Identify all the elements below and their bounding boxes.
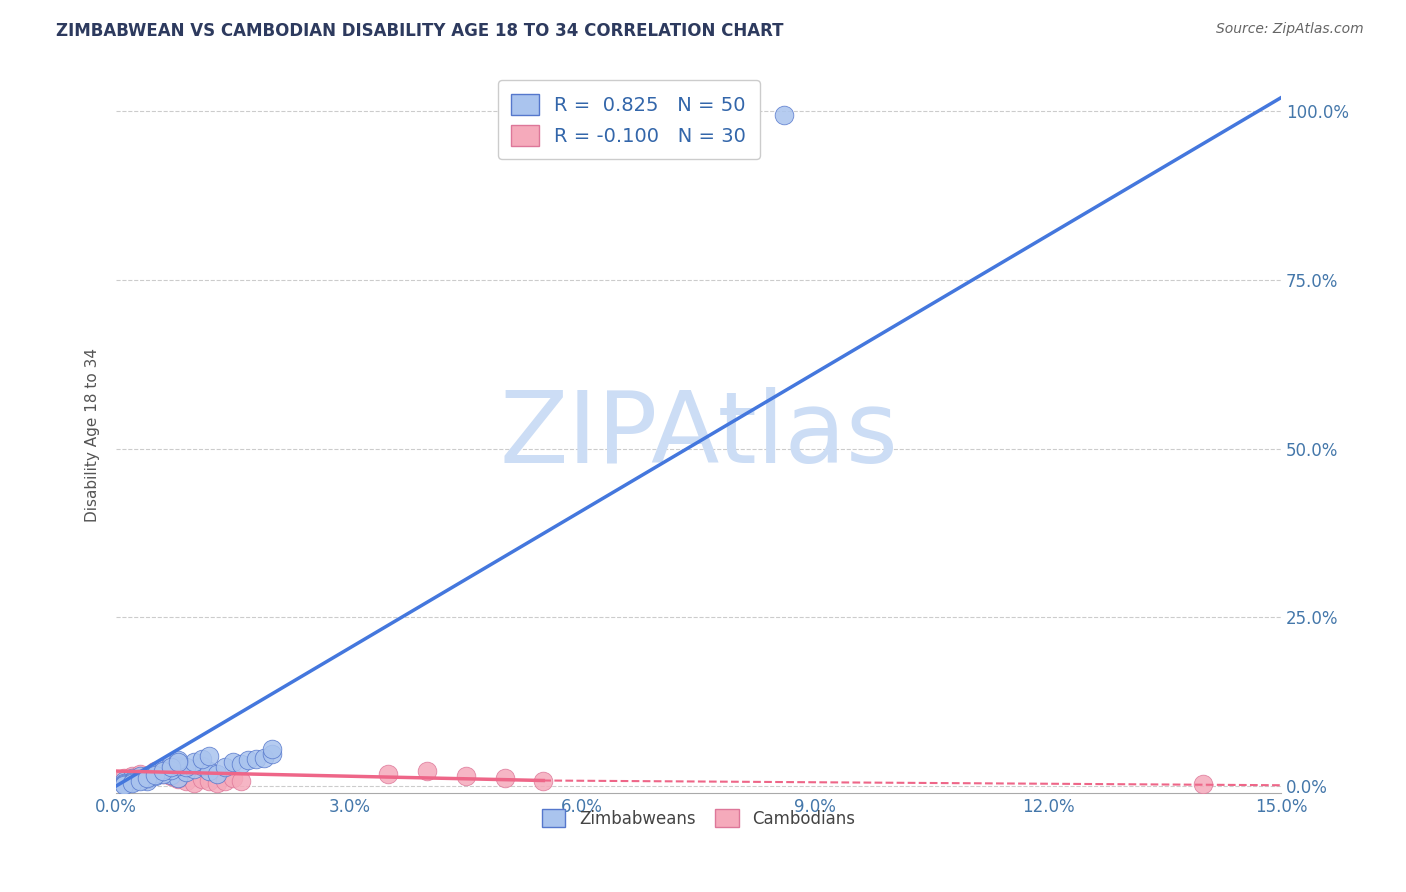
Point <box>167 756 190 770</box>
Point <box>128 774 150 789</box>
Point <box>112 778 135 792</box>
Point <box>143 766 166 780</box>
Point <box>190 752 212 766</box>
Point <box>159 763 181 777</box>
Point <box>152 766 174 780</box>
Point <box>190 758 212 772</box>
Text: Source: ZipAtlas.com: Source: ZipAtlas.com <box>1216 22 1364 37</box>
Point <box>174 760 197 774</box>
Point <box>260 747 283 761</box>
Point <box>183 756 205 770</box>
Point <box>136 772 159 786</box>
Point <box>205 775 228 789</box>
Point <box>112 775 135 789</box>
Point <box>152 762 174 776</box>
Point <box>121 775 143 789</box>
Point <box>198 748 221 763</box>
Text: ZIMBABWEAN VS CAMBODIAN DISABILITY AGE 18 TO 34 CORRELATION CHART: ZIMBABWEAN VS CAMBODIAN DISABILITY AGE 1… <box>56 22 783 40</box>
Point <box>159 769 181 783</box>
Point <box>121 773 143 788</box>
Point <box>128 766 150 780</box>
Point <box>260 741 283 756</box>
Point <box>143 768 166 782</box>
Point <box>152 762 174 776</box>
Point <box>143 769 166 783</box>
Point <box>167 771 190 785</box>
Point <box>136 770 159 784</box>
Point <box>190 772 212 786</box>
Point <box>454 769 477 783</box>
Point <box>128 769 150 783</box>
Point <box>245 752 267 766</box>
Point <box>1192 777 1215 791</box>
Point <box>128 772 150 786</box>
Point <box>143 765 166 780</box>
Point <box>121 771 143 785</box>
Point <box>229 773 252 788</box>
Point <box>167 758 190 772</box>
Point <box>222 771 245 785</box>
Point <box>112 775 135 789</box>
Point <box>136 772 159 786</box>
Y-axis label: Disability Age 18 to 34: Disability Age 18 to 34 <box>86 348 100 522</box>
Point <box>112 777 135 791</box>
Point <box>152 764 174 778</box>
Point <box>238 753 260 767</box>
Point <box>416 764 439 778</box>
Point <box>253 750 276 764</box>
Point <box>174 765 197 780</box>
Point <box>128 772 150 786</box>
Legend: Zimbabweans, Cambodians: Zimbabweans, Cambodians <box>536 803 862 834</box>
Point <box>121 769 143 783</box>
Text: ZIPAtlas: ZIPAtlas <box>499 386 898 483</box>
Point <box>205 766 228 780</box>
Point <box>377 766 399 780</box>
Point <box>214 760 236 774</box>
Point <box>136 769 159 783</box>
Point <box>152 764 174 778</box>
Point <box>198 774 221 789</box>
Point <box>112 771 135 785</box>
Point <box>159 757 181 772</box>
Point <box>136 774 159 789</box>
Point <box>773 107 796 121</box>
Point <box>159 760 181 774</box>
Point <box>128 772 150 787</box>
Point <box>222 756 245 770</box>
Point <box>214 773 236 788</box>
Point <box>167 753 190 767</box>
Point <box>152 766 174 780</box>
Point <box>494 771 516 785</box>
Point <box>167 771 190 785</box>
Point <box>143 766 166 780</box>
Point <box>229 757 252 772</box>
Point <box>136 772 159 786</box>
Point <box>112 773 135 788</box>
Point <box>159 768 181 782</box>
Point <box>143 764 166 778</box>
Point <box>531 773 554 788</box>
Point <box>174 773 197 788</box>
Point <box>198 764 221 778</box>
Point <box>167 772 190 786</box>
Point <box>121 776 143 790</box>
Point <box>183 775 205 789</box>
Point <box>159 768 181 782</box>
Point <box>183 762 205 776</box>
Point <box>121 773 143 788</box>
